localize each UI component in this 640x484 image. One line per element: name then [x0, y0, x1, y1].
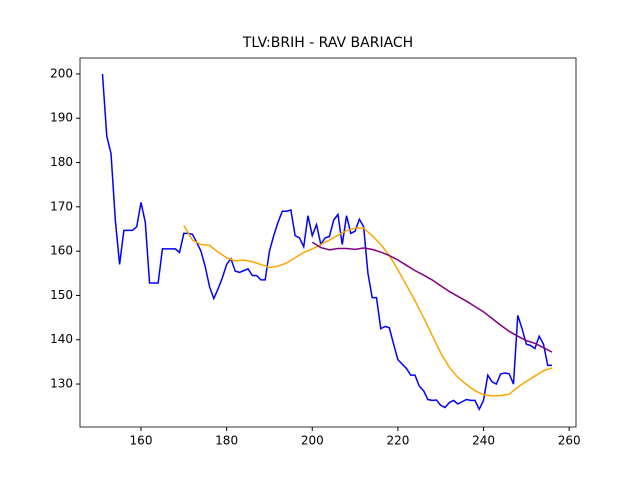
chart-title: TLV:BRIH - RAV BARIACH: [242, 35, 413, 51]
y-tick-label: 140: [50, 332, 73, 346]
y-tick-label: 150: [50, 288, 73, 302]
x-tick-label: 220: [386, 434, 409, 448]
x-tick-label: 180: [215, 434, 238, 448]
y-tick-label: 190: [50, 111, 73, 125]
line-series: [101, 73, 553, 412]
x-tick-label: 160: [130, 434, 153, 448]
plot-frame: [79, 57, 577, 428]
x-tick-label: 240: [472, 434, 495, 448]
y-tick-label: 200: [50, 66, 73, 80]
y-tick-label: 170: [50, 199, 73, 213]
line-series: [183, 225, 553, 397]
y-tick-label: 130: [50, 377, 73, 391]
x-tick-label: 200: [301, 434, 324, 448]
x-tick-label: 260: [558, 434, 581, 448]
y-tick-label: 160: [50, 244, 73, 258]
y-tick-label: 180: [50, 155, 73, 169]
line-series: [311, 241, 553, 353]
